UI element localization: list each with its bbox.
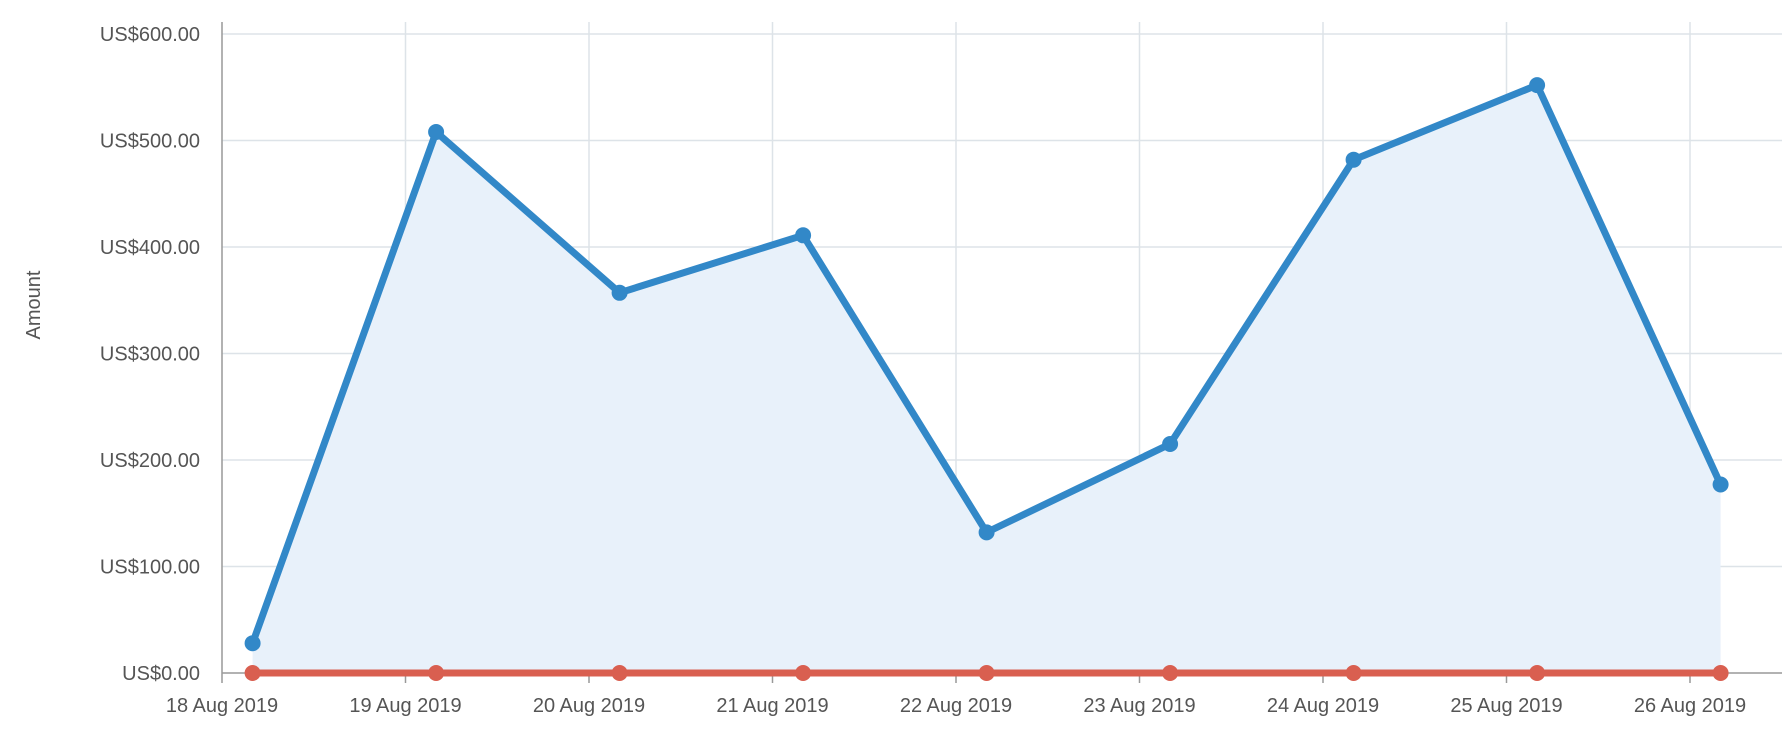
y-axis-title: Amount [23, 270, 45, 339]
area-fills [252, 85, 1721, 674]
x-tick-label: 19 Aug 2019 [349, 695, 461, 717]
series-1-point [1712, 476, 1729, 493]
series-2-point [795, 665, 812, 681]
series-2-point [978, 665, 995, 681]
series-2-point [244, 665, 261, 681]
x-tick-label: 18 Aug 2019 [166, 695, 278, 717]
y-tick-label: US$300.00 [100, 344, 200, 366]
series-1-point [244, 635, 261, 652]
y-tick-label: US$0.00 [122, 663, 200, 685]
series-2-point [1529, 665, 1546, 681]
series-1-point [795, 227, 812, 244]
series-1-point [428, 124, 445, 140]
series-1-point [1529, 77, 1546, 94]
series-2-point [611, 665, 628, 681]
series-2-point [1345, 665, 1362, 681]
x-tick-labels: 18 Aug 2019 19 Aug 2019 20 Aug 2019 21 Aug … [166, 695, 1746, 717]
y-tick-label: US$400.00 [100, 237, 200, 259]
series-1-point [978, 524, 995, 541]
x-tick-label: 21 Aug 2019 [716, 695, 828, 717]
series-1-point [611, 284, 628, 301]
x-tick-label: 25 Aug 2019 [1450, 695, 1562, 717]
series-1-area [252, 85, 1721, 674]
series-points [244, 77, 1729, 681]
y-tick-label: US$500.00 [100, 131, 200, 153]
series-2-point [1162, 665, 1179, 681]
y-tick-label: US$200.00 [100, 450, 200, 472]
x-tick-label: 23 Aug 2019 [1083, 695, 1195, 717]
x-tick-label: 26 Aug 2019 [1634, 695, 1746, 717]
series-1-point [1345, 151, 1362, 168]
x-tick-label: 24 Aug 2019 [1267, 695, 1379, 717]
y-tick-labels: US$0.00 US$100.00 US$200.00 US$300.00 US$400… [100, 24, 200, 685]
series-2-point [428, 665, 445, 681]
x-tick-label: 22 Aug 2019 [900, 695, 1012, 717]
y-tick-label: US$600.00 [100, 24, 200, 46]
y-tick-label: US$100.00 [100, 557, 200, 579]
series-2-point [1712, 665, 1729, 681]
series-1-point [1162, 436, 1179, 452]
x-tick-label: 20 Aug 2019 [533, 695, 645, 717]
